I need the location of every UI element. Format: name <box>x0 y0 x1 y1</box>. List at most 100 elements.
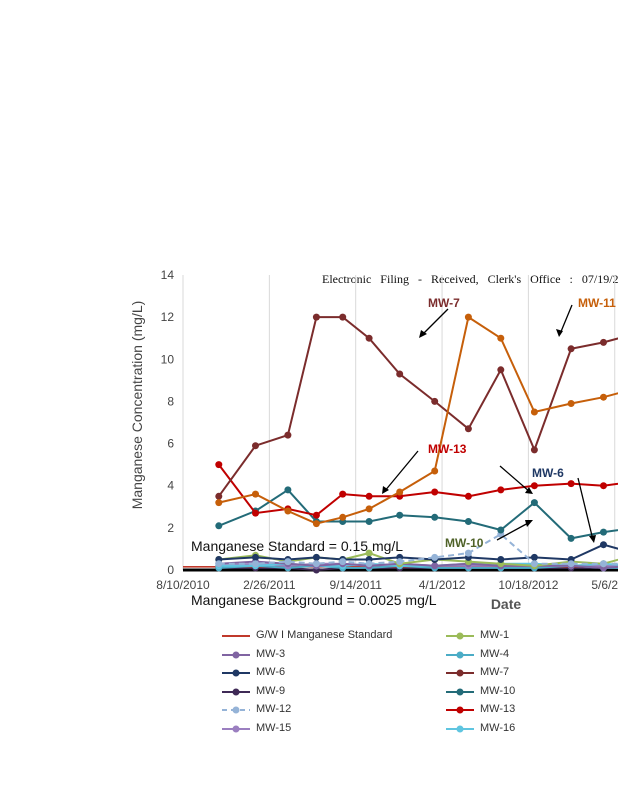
y-tick-0: 0 <box>167 563 174 577</box>
point-mw-12-1 <box>252 560 259 568</box>
legend-label-mw-16: MW-16 <box>480 722 516 734</box>
annotation-standard: Manganese Standard = 0.15 mg/L <box>191 538 403 554</box>
y-tick-labels: 0 2 4 6 8 10 12 14 <box>161 268 175 577</box>
point-mw-10-0 <box>215 522 223 530</box>
arrow-mw7 <box>420 308 449 337</box>
annotation-mw6: MW-6 <box>532 466 564 480</box>
point-mw-12-7 <box>431 553 439 561</box>
point-mw-11-4 <box>339 513 347 521</box>
point-mw-10-11 <box>567 534 575 542</box>
legend-label-g-w-i-manganese-standard: G/W I Manganese Standard <box>256 629 393 641</box>
legend-swatch-mw-7 <box>446 669 474 677</box>
point-mw-6-3 <box>312 553 320 561</box>
point-mw-7-8 <box>464 425 472 433</box>
point-mw-7-4 <box>339 313 347 321</box>
point-mw-7-11 <box>567 345 575 353</box>
point-mw-13-8 <box>464 492 472 500</box>
x-axis-label: Date <box>491 596 522 612</box>
legend-swatch-mw-15 <box>222 725 250 733</box>
point-mw-7-5 <box>365 334 373 342</box>
point-mw-13-1 <box>252 509 259 517</box>
legend-label-mw-12: MW-12 <box>256 703 292 716</box>
arrow-mw6 <box>577 477 594 541</box>
legend-swatch-mw-3 <box>222 651 250 659</box>
y-tick-6: 6 <box>167 437 174 451</box>
point-mw-12-11 <box>567 560 575 568</box>
annotations: MW-7 MW-11 MW-13 MW-6 MW-10 Manganese St… <box>191 296 616 608</box>
point-mw-11-6 <box>396 488 404 496</box>
annotation-mw7: MW-7 <box>428 296 460 310</box>
series-layer <box>183 313 618 574</box>
point-mw-13-5 <box>365 492 373 500</box>
point-mw-7-12 <box>600 338 607 346</box>
point-mw-13-12 <box>600 482 607 490</box>
point-mw-11-12 <box>600 393 607 401</box>
filing-stamp: Electronic Filing - Received, Clerk's Of… <box>322 272 618 286</box>
point-mw-6-10 <box>530 553 538 561</box>
legend-label-mw-6: MW-6 <box>256 666 286 679</box>
annotation-mw13: MW-13 <box>428 442 467 456</box>
point-mw-10-10 <box>530 499 538 507</box>
point-mw-10-8 <box>464 518 472 525</box>
point-mw-10-7 <box>431 513 439 521</box>
point-mw-7-2 <box>284 431 292 439</box>
x-tick-0: 8/10/2010 <box>156 578 210 592</box>
y-tick-4: 4 <box>167 479 174 493</box>
point-mw-12-2 <box>284 558 292 566</box>
x-tick-1: 2/26/2011 <box>243 578 296 592</box>
y-tick-2: 2 <box>167 521 174 535</box>
annotation-arrows <box>383 304 594 541</box>
point-mw-10-12 <box>600 528 607 536</box>
x-tick-labels: 8/10/2010 2/26/2011 9/14/2011 4/1/2012 10/18… <box>156 578 618 592</box>
x-tick-4: 10/18/2012 <box>498 578 558 592</box>
point-mw-11-9 <box>497 334 505 342</box>
legend-swatch-mw-6 <box>222 669 250 677</box>
point-mw-6-1 <box>252 553 259 561</box>
point-mw-12-12 <box>600 560 607 568</box>
point-mw-6-9 <box>497 556 505 563</box>
legend-swatch-mw-16 <box>446 725 474 733</box>
line-mw-10 <box>218 488 618 540</box>
annotation-mw10: MW-10 <box>445 536 484 550</box>
point-mw-1-5 <box>365 549 373 557</box>
arrow-mw13b <box>499 465 531 493</box>
legend-swatch-mw-9 <box>222 688 250 696</box>
arrow-mw10 <box>496 521 531 541</box>
point-mw-11-11 <box>567 400 575 407</box>
x-tick-3: 4/1/2012 <box>419 578 466 592</box>
annotation-mw11: MW-11 <box>578 296 616 310</box>
point-mw-11-2 <box>284 507 292 515</box>
legend-swatch-mw-10 <box>446 688 474 696</box>
point-mw-7-7 <box>431 397 439 405</box>
y-tick-14: 14 <box>161 268 175 282</box>
grid-lines <box>182 275 616 570</box>
point-mw-6-12 <box>600 541 607 549</box>
point-mw-11-1 <box>252 490 259 498</box>
annotation-background: Manganese Background = 0.0025 mg/L <box>191 592 437 608</box>
point-mw-7-9 <box>497 366 505 374</box>
legend-label-mw-15: MW-15 <box>256 722 292 734</box>
point-mw-13-11 <box>567 480 575 488</box>
legend-swatch-mw-1 <box>446 632 474 640</box>
series-mw-11 <box>215 313 618 528</box>
point-mw-7-0 <box>215 492 223 500</box>
point-mw-12-0 <box>215 560 223 568</box>
point-mw-13-3 <box>312 511 320 519</box>
legend-swatch-mw-13 <box>446 706 474 714</box>
arrow-mw13 <box>383 450 419 493</box>
legend-label-mw-9: MW-9 <box>256 684 286 697</box>
series-mw-12 <box>215 530 618 568</box>
point-mw-12-10 <box>530 560 538 568</box>
point-mw-13-7 <box>431 488 439 496</box>
x-tick-5: 5/6/2013 <box>591 578 618 592</box>
point-mw-10-6 <box>396 511 404 519</box>
x-tick-2: 9/14/2011 <box>329 578 382 592</box>
arrow-mw11 <box>559 304 573 335</box>
legend-swatch-g-w-i-manganese-standard <box>222 635 250 637</box>
point-mw-7-6 <box>396 370 404 378</box>
point-mw-12-4 <box>339 558 347 566</box>
legend-label-mw-13: MW-13 <box>480 703 516 716</box>
point-mw-13-10 <box>530 482 538 490</box>
point-mw-12-6 <box>396 558 404 566</box>
